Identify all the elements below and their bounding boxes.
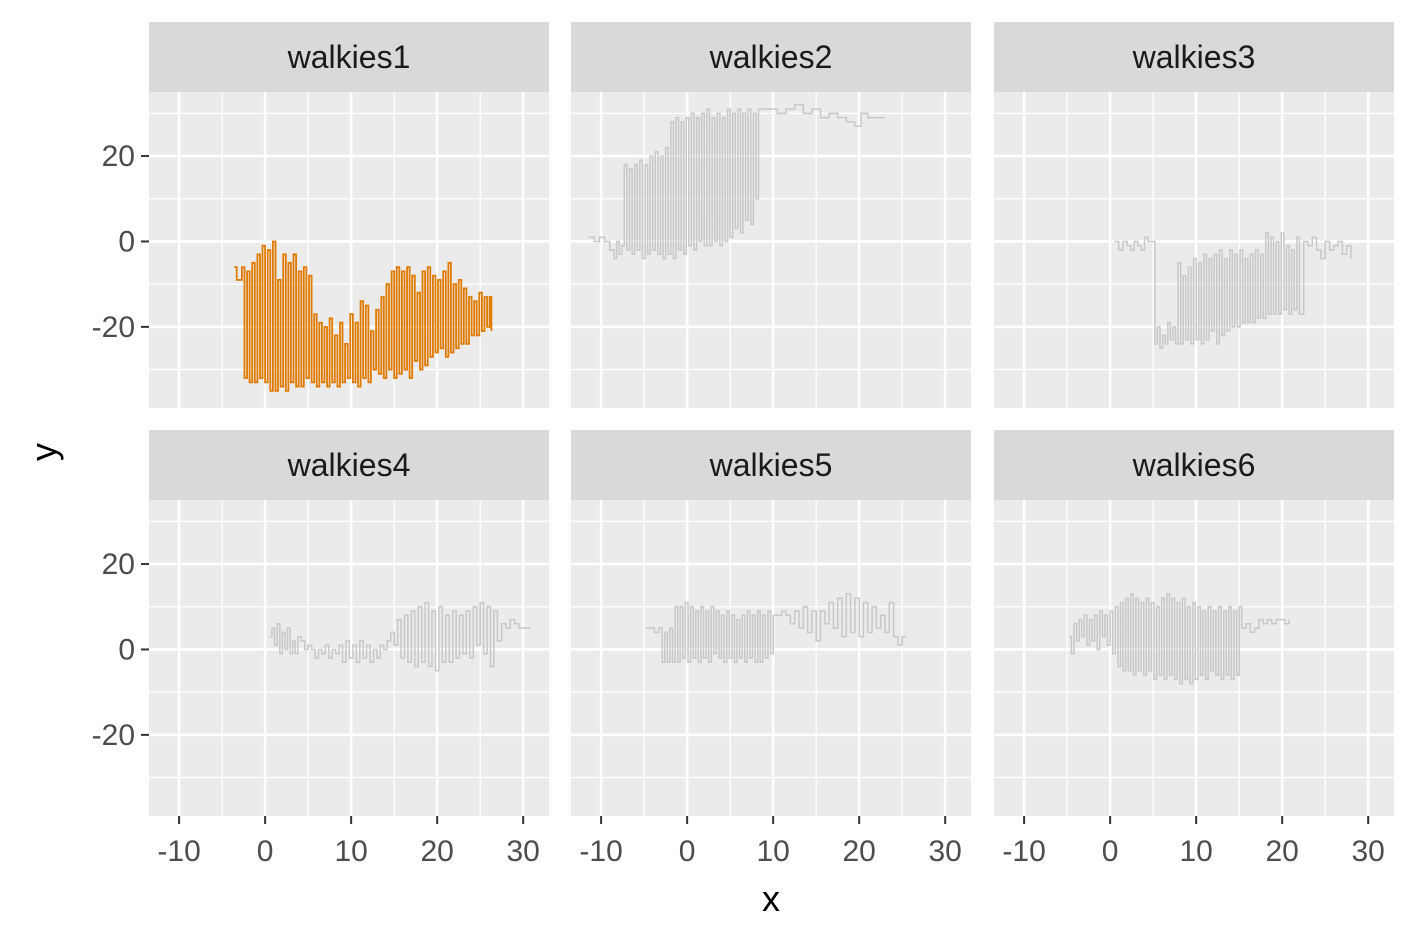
- facet-strip: [149, 22, 549, 92]
- facet-label: walkies3: [1132, 39, 1256, 75]
- panel-background: [571, 500, 971, 816]
- x-tick-label: 0: [257, 835, 274, 868]
- x-tick-label: 10: [756, 835, 789, 868]
- panel-background: [571, 92, 971, 408]
- x-tick-label: 20: [1265, 835, 1298, 868]
- facet-panel-5: walkies5 -10 0 10 20 30: [571, 430, 971, 868]
- facet-strip: [994, 430, 1394, 500]
- facet-label: walkies4: [287, 447, 411, 483]
- y-axis-title: y: [23, 443, 64, 461]
- facet-label: walkies5: [709, 447, 833, 483]
- step-series-walkies3: [1114, 232, 1352, 349]
- facet-panel-1: walkies1 20 0 -20: [92, 22, 549, 408]
- x-tick-label: 20: [842, 835, 875, 868]
- x-tick-label: 20: [420, 835, 453, 868]
- facet-panel-2: walkies2: [571, 22, 971, 408]
- x-tick-label: -10: [1002, 835, 1045, 868]
- facet-strip: [149, 430, 549, 500]
- x-tick-label: 10: [1179, 835, 1212, 868]
- panel-background: [149, 92, 549, 408]
- step-series-walkies4: [269, 601, 531, 672]
- panel-background: [994, 92, 1394, 408]
- x-tick-label: 10: [334, 835, 367, 868]
- y-tick-label: 0: [118, 633, 135, 666]
- y-tick-label: 20: [102, 140, 135, 173]
- facet-strip: [571, 430, 971, 500]
- step-series-walkies5: [645, 593, 907, 664]
- y-tick-label: 0: [118, 225, 135, 258]
- x-tick-label: -10: [579, 835, 622, 868]
- x-tick-label: -10: [157, 835, 200, 868]
- x-tick-label: 30: [929, 835, 962, 868]
- x-axis-title: x: [762, 878, 780, 919]
- facet-label: walkies6: [1132, 447, 1256, 483]
- facet-strip: [994, 22, 1394, 92]
- step-series-walkies1: [234, 240, 493, 392]
- x-tick-label: 0: [679, 835, 696, 868]
- facet-label: walkies1: [287, 39, 411, 75]
- step-series-walkies6: [1068, 593, 1290, 685]
- facet-panel-6: walkies6 -10 0 10 20 30: [994, 430, 1394, 868]
- step-series-walkies2: [588, 104, 885, 260]
- facet-panel-3: walkies3: [994, 22, 1394, 408]
- x-tick-label: 0: [1102, 835, 1119, 868]
- facet-panels: walkies1 20 0 -20 walkies2 walkies3 walkies4 -1…: [92, 22, 1394, 868]
- y-tick-label: 20: [102, 548, 135, 581]
- y-tick-label: -20: [92, 719, 135, 752]
- y-tick-label: -20: [92, 311, 135, 344]
- panel-background: [994, 500, 1394, 816]
- facet-panel-4: walkies4 -10 0 10 20 30 20 0 -20: [92, 430, 549, 868]
- facet-label: walkies2: [709, 39, 833, 75]
- facet-strip: [571, 22, 971, 92]
- x-tick-label: 30: [1352, 835, 1385, 868]
- x-tick-label: 30: [507, 835, 540, 868]
